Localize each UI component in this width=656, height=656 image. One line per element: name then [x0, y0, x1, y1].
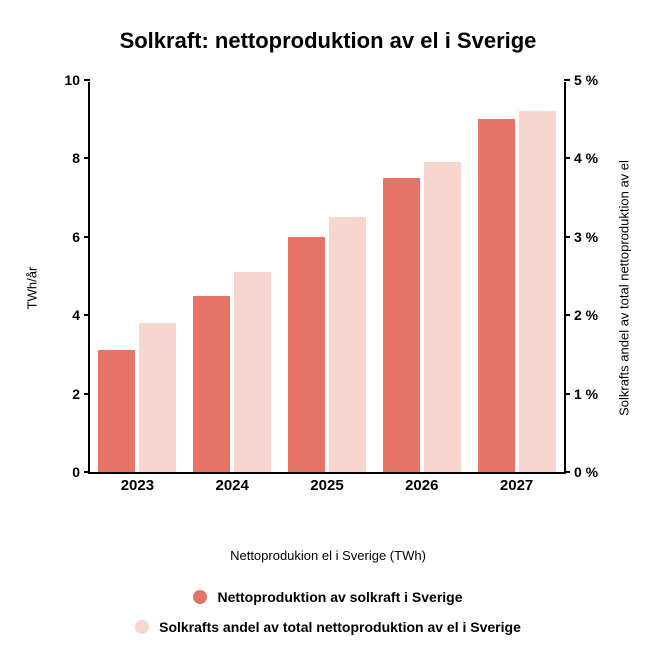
y-right-tick-mark	[564, 314, 570, 316]
chart-title: Solkraft: nettoproduktion av el i Sverig…	[120, 28, 537, 54]
x-category-label: 2024	[216, 477, 249, 494]
bar-group: 2026	[383, 162, 461, 472]
legend-swatch	[135, 620, 149, 634]
bar-netto	[383, 178, 420, 472]
x-category-label: 2027	[500, 477, 533, 494]
y-right-tick-mark	[564, 236, 570, 238]
x-category-label: 2025	[310, 477, 343, 494]
bar-group: 2027	[478, 111, 556, 472]
bar-group-inner	[383, 162, 461, 472]
bar-netto	[193, 296, 230, 472]
y-left-axis-label: TWh/år	[25, 267, 40, 310]
plot-area: 20232024202520262027 02468100 %1 %2 %3 %…	[88, 82, 566, 474]
bar-andel	[234, 272, 271, 472]
bar-netto	[98, 350, 135, 472]
x-axis-label: Nettoprodukion el i Sverige (TWh)	[230, 548, 426, 563]
legend-item: Nettoproduktion av solkraft i Sverige	[193, 589, 462, 605]
y-right-tick-mark	[564, 393, 570, 395]
chart-area: TWh/år Solkrafts andel av total nettopro…	[28, 78, 628, 498]
bar-group: 2025	[288, 217, 366, 472]
y-left-tick-mark	[84, 236, 90, 238]
y-left-tick-mark	[84, 393, 90, 395]
legend-item: Solkrafts andel av total nettoproduktion…	[135, 619, 521, 635]
x-category-label: 2026	[405, 477, 438, 494]
bar-group-inner	[193, 272, 271, 472]
legend-swatch	[193, 590, 207, 604]
bar-group: 2023	[98, 323, 176, 472]
chart-container: Solkraft: nettoproduktion av el i Sverig…	[0, 0, 656, 656]
bar-andel	[139, 323, 176, 472]
y-left-tick-mark	[84, 471, 90, 473]
bar-group-inner	[288, 217, 366, 472]
bar-group-inner	[98, 323, 176, 472]
bars-area: 20232024202520262027	[90, 82, 564, 472]
y-left-tick-mark	[84, 314, 90, 316]
y-left-tick-mark	[84, 157, 90, 159]
bar-andel	[329, 217, 366, 472]
y-right-tick-mark	[564, 471, 570, 473]
y-right-tick-mark	[564, 79, 570, 81]
bar-netto	[478, 119, 515, 472]
legend-label: Nettoproduktion av solkraft i Sverige	[217, 589, 462, 605]
bar-group: 2024	[193, 272, 271, 472]
x-category-label: 2023	[121, 477, 154, 494]
y-right-axis-label: Solkrafts andel av total nettoproduktion…	[617, 160, 632, 416]
y-left-tick-mark	[84, 79, 90, 81]
legend-label: Solkrafts andel av total nettoproduktion…	[159, 619, 521, 635]
bar-group-inner	[478, 111, 556, 472]
bar-netto	[288, 237, 325, 472]
legend: Nettoproduktion av solkraft i Sverige Sol…	[135, 589, 521, 635]
y-right-tick-mark	[564, 157, 570, 159]
bar-andel	[519, 111, 556, 472]
bar-andel	[424, 162, 461, 472]
